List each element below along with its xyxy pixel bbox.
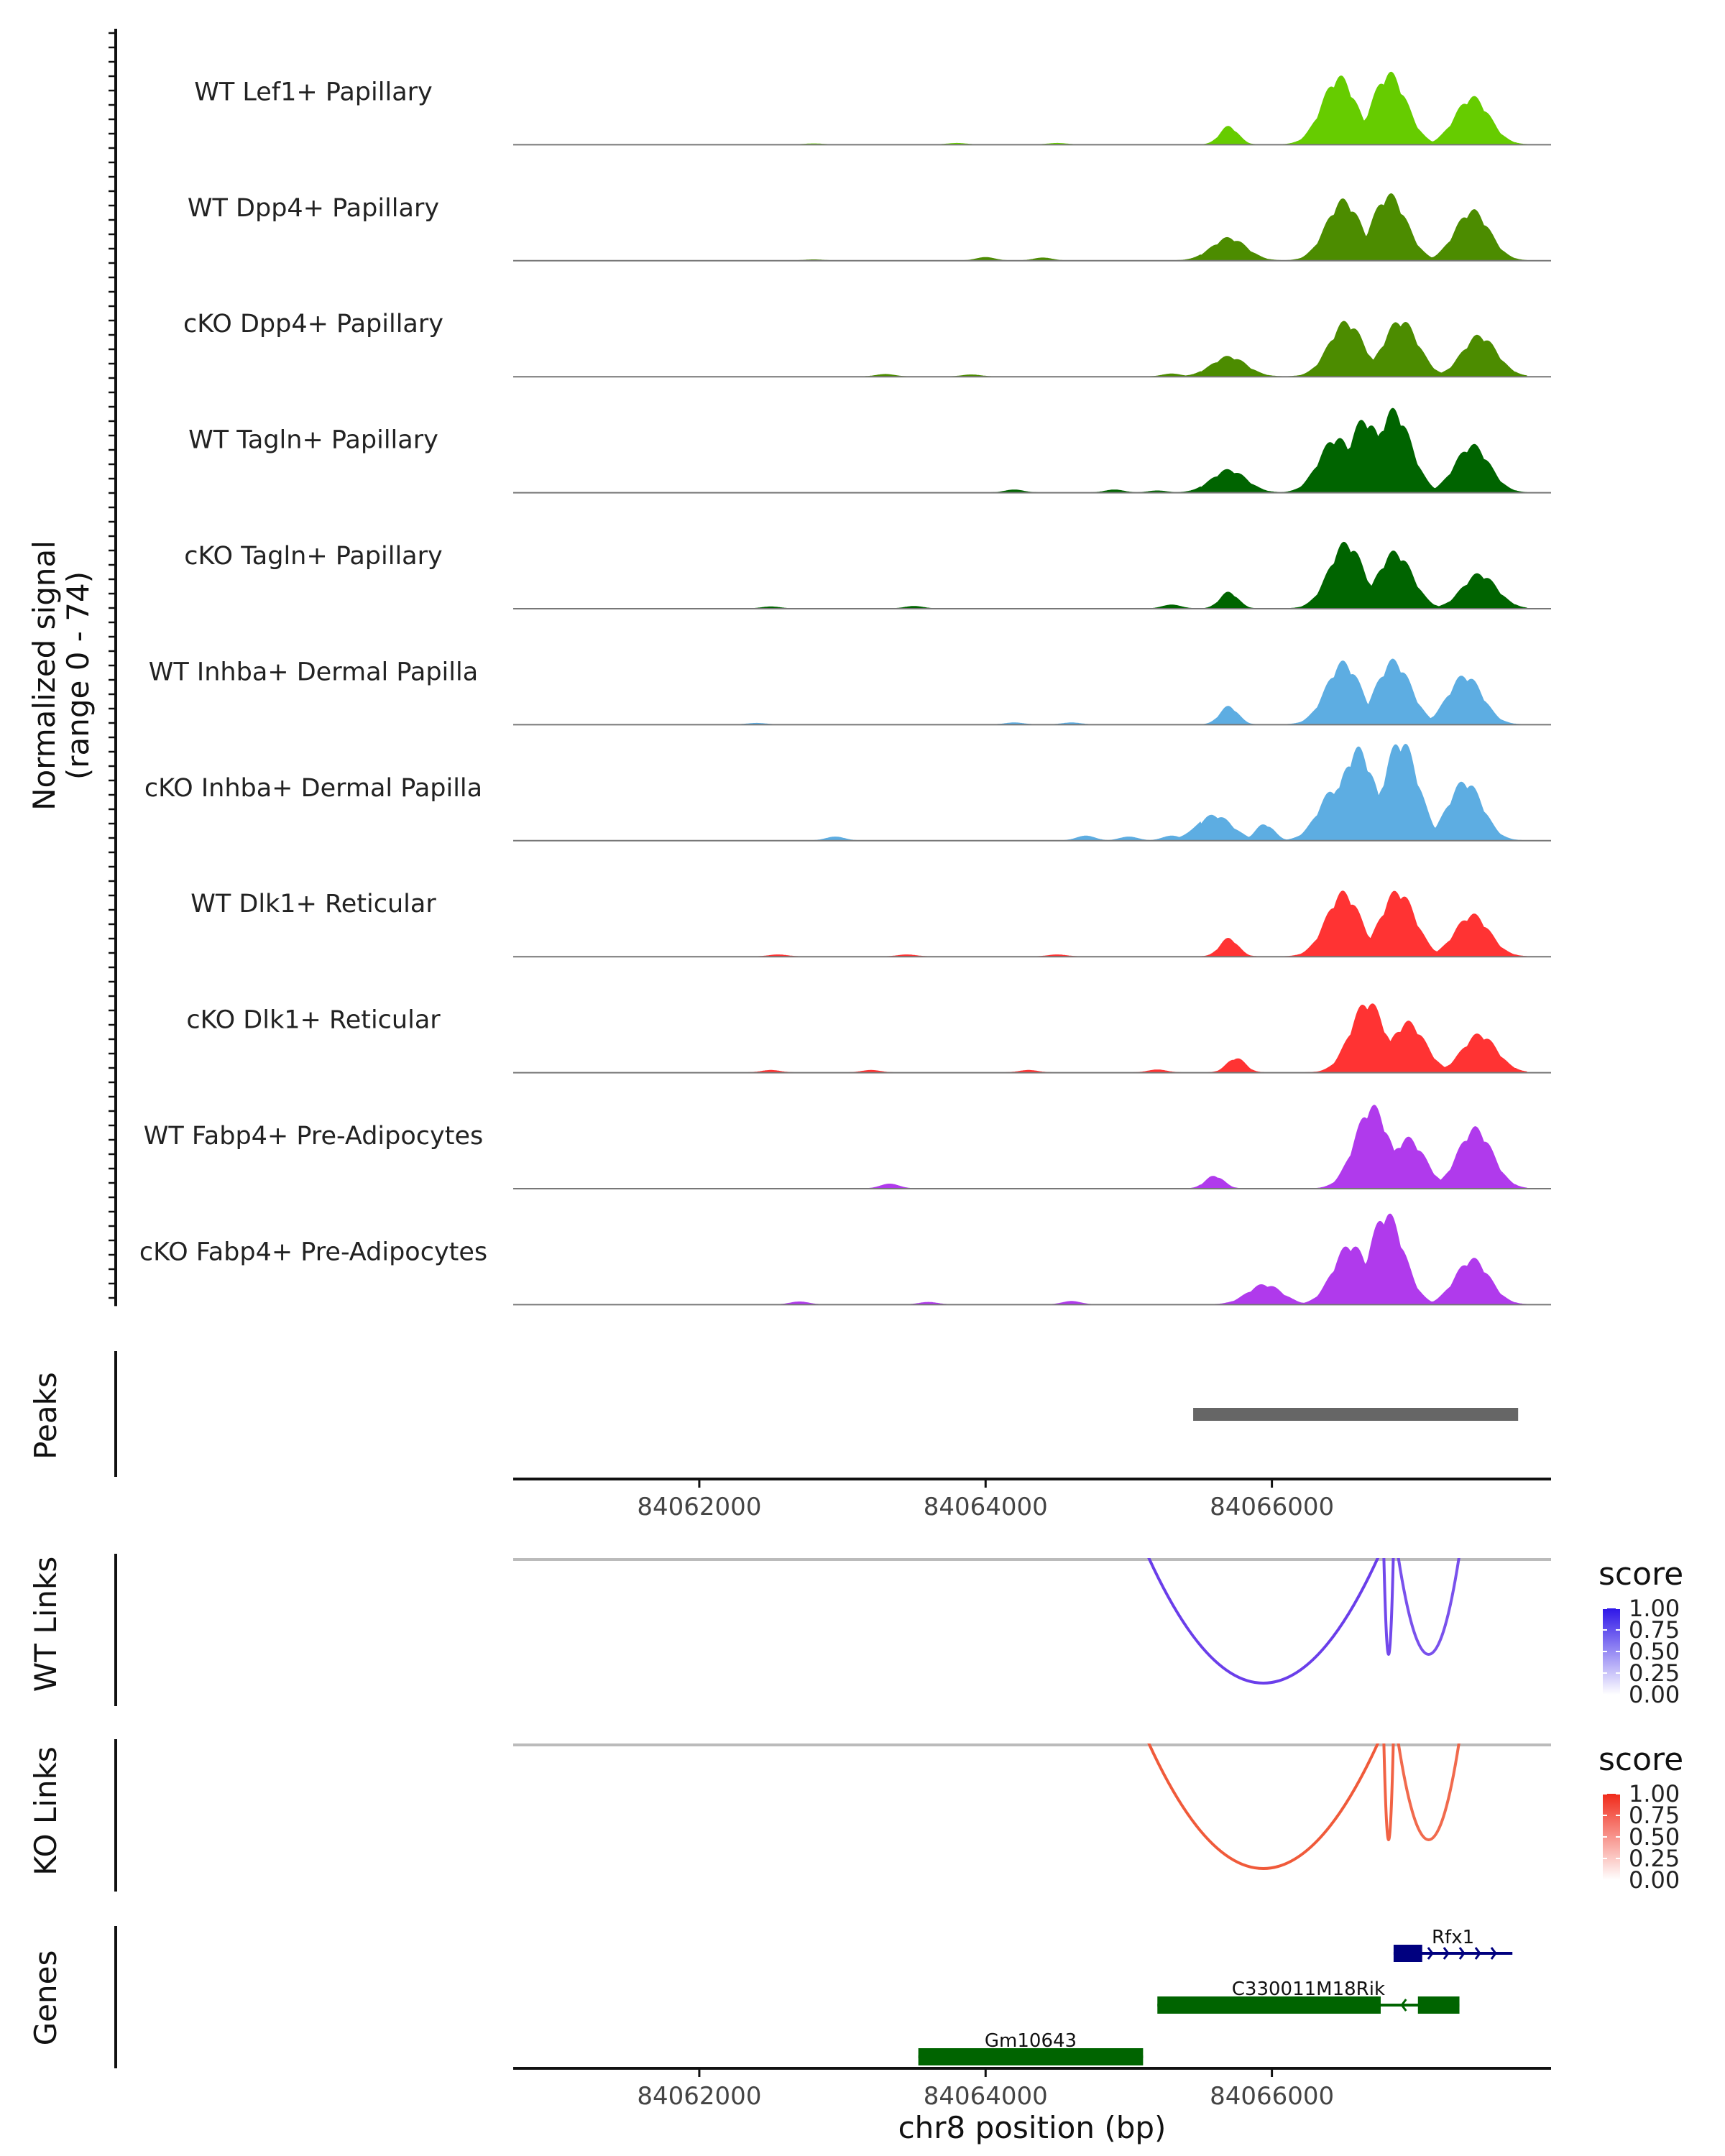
- ko_links-arc: [1397, 1743, 1460, 1841]
- coverage-track-3: cKO Dpp4+ Papillary: [183, 310, 1551, 378]
- coverage-track-label: WT Inhba+ Dermal Papilla: [149, 658, 478, 686]
- position-axis-tick-label: 84066000: [1210, 2082, 1334, 2111]
- position-axis-tick-label: 84064000: [924, 2082, 1048, 2111]
- ko_links-legend-tick-label: 0.50: [1629, 1823, 1680, 1851]
- genes-label: Genes: [28, 1950, 63, 2046]
- coverage-track-6: WT Inhba+ Dermal Papilla: [149, 658, 1551, 726]
- coverage-track-label: WT Lef1+ Papillary: [194, 78, 433, 106]
- gene-name-label: Rfx1: [1432, 1927, 1474, 1948]
- coverage-area: [513, 658, 1527, 725]
- coverage-track-label: WT Tagln+ Papillary: [188, 426, 438, 455]
- coverage-track-label: cKO Tagln+ Papillary: [184, 542, 443, 571]
- coverage-y-label-line1: Normalized signal: [27, 540, 62, 811]
- position-axis-tick-label: 84066000: [1210, 1493, 1334, 1521]
- ko_links-arc: [1147, 1743, 1380, 1870]
- gene-exon: [1417, 1996, 1460, 2014]
- coverage-area: [513, 743, 1527, 842]
- wt_links-arcs: [1147, 1558, 1460, 1685]
- coverage-area: [513, 321, 1527, 377]
- wt_links-legend-tick-label: 0.75: [1629, 1616, 1680, 1644]
- wt_links-legend-tick-label: 0.25: [1629, 1659, 1680, 1687]
- coverage-track-4: WT Tagln+ Papillary: [188, 407, 1551, 494]
- coverage-panel: WT Lef1+ Papillary WT Dpp4+ Papillary cKO …: [109, 29, 1551, 1307]
- peak-region: [1193, 1408, 1519, 1421]
- gene-gm10643: Gm10643: [918, 2030, 1144, 2065]
- coverage-track-9: cKO Dlk1+ Reticular: [186, 1003, 1551, 1074]
- gene-strand-arrow: [1458, 1947, 1466, 1960]
- coverage-track-10: WT Fabp4+ Pre-Adipocytes: [144, 1105, 1551, 1189]
- gene-name-label: C330011M18Rik: [1232, 1978, 1385, 2000]
- ko-links-label: KO Links: [28, 1746, 63, 1876]
- coverage-track-5: cKO Tagln+ Papillary: [184, 541, 1551, 609]
- wt_links-legend-tick-label: 0.50: [1629, 1638, 1680, 1665]
- coverage-track-7: cKO Inhba+ Dermal Papilla: [144, 743, 1551, 842]
- coverage-track-label: cKO Fabp4+ Pre-Adipocytes: [139, 1238, 487, 1266]
- gene-exon: [1157, 1996, 1381, 2014]
- coverage-track-11: cKO Fabp4+ Pre-Adipocytes: [139, 1213, 1551, 1306]
- wt_links-legend-tick-label: 1.00: [1629, 1595, 1680, 1622]
- peaks-label: Peaks: [28, 1372, 63, 1460]
- ko_links-legend-tick-label: 1.00: [1629, 1780, 1680, 1807]
- genes-panel: Rfx1 C330011M18Rik Gm10643: [114, 1926, 1513, 2068]
- gene-name-label: Gm10643: [985, 2030, 1077, 2052]
- wt_links-arc: [1397, 1558, 1460, 1656]
- ko_links-arcs: [1147, 1743, 1460, 1870]
- ko_links-legend-title: score: [1598, 1741, 1683, 1778]
- position-axis-tick-label: 84062000: [637, 1493, 761, 1521]
- coverage-area: [513, 193, 1527, 262]
- position-axis-tick-label: 84064000: [924, 1493, 1048, 1521]
- coverage-y-label-line2: (range 0 - 74): [60, 571, 96, 780]
- gene-strand-arrow: [1400, 1999, 1407, 2012]
- gene-strand-arrow: [1490, 1947, 1497, 1960]
- coverage-area: [513, 407, 1527, 494]
- coverage-track-label: WT Fabp4+ Pre-Adipocytes: [144, 1122, 483, 1151]
- wt_links-arc: [1382, 1558, 1395, 1656]
- ko_links-legend-tick-label: 0.25: [1629, 1845, 1680, 1872]
- position-axis-tick-label: 84062000: [637, 2082, 761, 2111]
- gene-strand-arrow: [1427, 1947, 1434, 1960]
- gene-exon: [1393, 1945, 1422, 1962]
- gene-strand-arrow: [1443, 1947, 1450, 1960]
- coverage-track-label: cKO Dpp4+ Papillary: [183, 310, 443, 338]
- coverage-track-label: WT Dpp4+ Papillary: [188, 194, 439, 223]
- gene-strand-arrow: [1474, 1947, 1481, 1960]
- ko_links-arc: [1382, 1743, 1395, 1841]
- coverage-area: [513, 541, 1527, 609]
- wt_links-legend-title: score: [1598, 1556, 1683, 1593]
- gene-c330011m18rik: C330011M18Rik: [1157, 1978, 1460, 2014]
- gene-exon: [918, 2048, 1144, 2065]
- position-axis-top: 84062000 84064000 84066000: [513, 1478, 1551, 1521]
- coverage-track-label: WT Dlk1+ Reticular: [190, 890, 436, 918]
- coverage-area: [513, 890, 1527, 957]
- coverage-area: [513, 1003, 1527, 1074]
- wt_links-arc: [1147, 1558, 1380, 1685]
- peaks-panel: [114, 1351, 1519, 1477]
- coverage-track-1: WT Lef1+ Papillary: [194, 71, 1551, 146]
- x-axis-title: chr8 position (bp): [898, 2110, 1167, 2145]
- wt-links-label: WT Links: [28, 1557, 63, 1692]
- position-axis-bottom: 84062000 84064000 84066000: [513, 2067, 1551, 2111]
- wt_links-legend-tick-label: 0.00: [1629, 1681, 1680, 1708]
- coverage-track-label: cKO Dlk1+ Reticular: [186, 1006, 441, 1035]
- coverage-area: [513, 1105, 1527, 1189]
- gene-rfx1: Rfx1: [1393, 1927, 1513, 1962]
- ko_links-legend-tick-label: 0.00: [1629, 1866, 1680, 1894]
- coverage-area: [513, 71, 1527, 145]
- coverage-track-label: cKO Inhba+ Dermal Papilla: [144, 774, 482, 803]
- coverage-area: [513, 1213, 1527, 1305]
- coverage-track-8: WT Dlk1+ Reticular: [190, 890, 1551, 958]
- coverage-track-2: WT Dpp4+ Papillary: [188, 193, 1551, 262]
- ko_links-legend-tick-label: 0.75: [1629, 1802, 1680, 1829]
